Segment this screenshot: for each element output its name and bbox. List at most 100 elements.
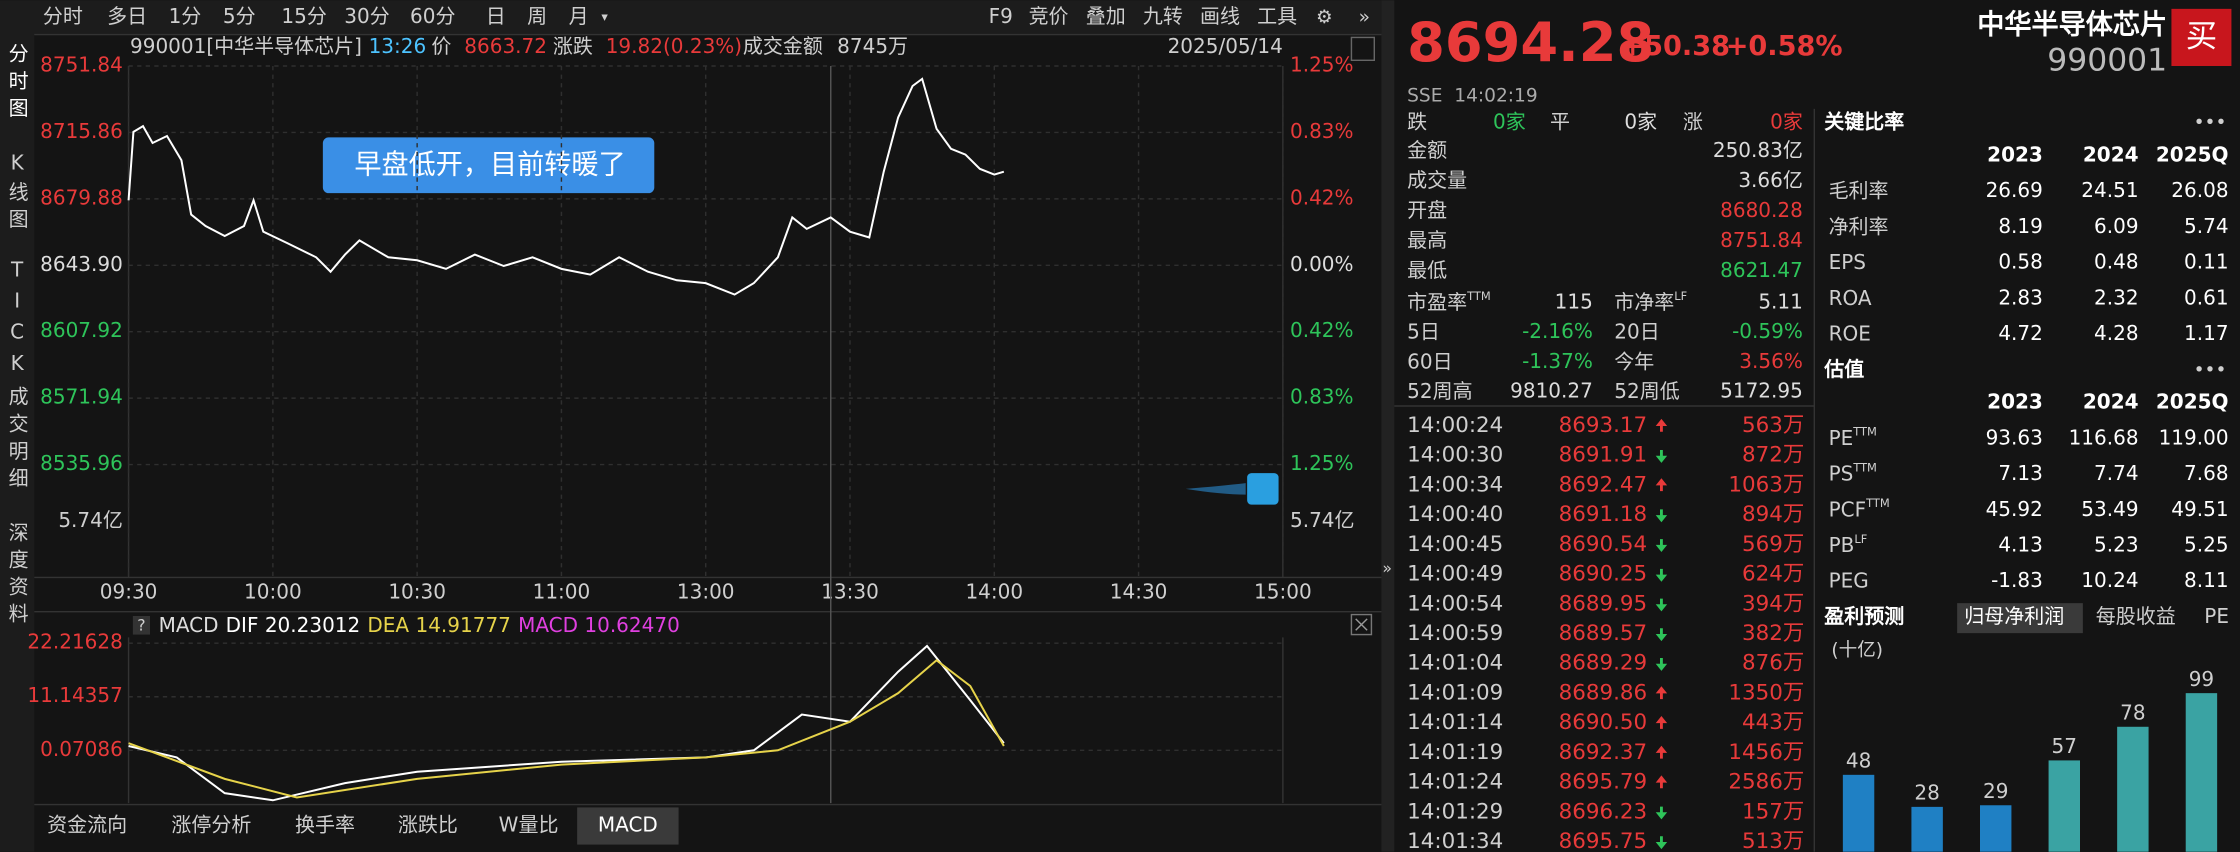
close-button[interactable] xyxy=(1350,613,1373,636)
ratio-label-sup: TTM xyxy=(1865,496,1890,510)
period-tab[interactable]: 5分 xyxy=(223,4,256,28)
period-tab[interactable]: 60分 xyxy=(410,4,455,28)
y-tick-label: 8643.90 xyxy=(40,252,123,276)
period-tab[interactable]: 月 xyxy=(569,4,589,28)
tool-button[interactable]: 叠加 xyxy=(1086,4,1126,28)
ratio-label: PEG xyxy=(1829,568,1869,592)
buy-button[interactable] xyxy=(2171,8,2232,66)
pct-tick-label: 0.00% xyxy=(1290,252,1354,276)
year-header: 2024 xyxy=(2083,390,2139,414)
info-change-label: 涨跌 xyxy=(553,34,593,58)
stat-label: 成交量 xyxy=(1407,168,1467,192)
tick-volume: 1350万 xyxy=(1728,680,1804,705)
forecast-label: 78 xyxy=(2120,700,2145,724)
stat-label-sup: LF xyxy=(1674,289,1687,303)
bottom-tab[interactable]: 涨跌比 xyxy=(398,813,458,837)
tool-button[interactable]: F9 xyxy=(989,4,1013,28)
info-code: 990001[中华半导体芯片] xyxy=(130,34,362,58)
forecast-tab[interactable]: 归母净利润 xyxy=(1964,604,2064,628)
wp-icon[interactable] xyxy=(1350,36,1375,61)
x-tick-label: 10:30 xyxy=(388,580,446,604)
tick-arrow xyxy=(1655,716,1668,729)
tick-arrow xyxy=(1655,418,1668,432)
ratio-value: 7.13 xyxy=(1998,461,2043,485)
tick-time: 14:01:09 xyxy=(1407,680,1503,705)
side-tab[interactable]: TICK xyxy=(5,257,29,382)
bottom-tab[interactable]: 资金流向 xyxy=(47,813,127,837)
ratio-label-text: PE xyxy=(1829,425,1854,449)
tick-arrow xyxy=(1655,686,1668,700)
dropdown-icon[interactable]: ▾ xyxy=(601,10,608,25)
info-time: 13:26 xyxy=(369,34,427,58)
tick-volume: 394万 xyxy=(1742,591,1804,616)
side-tab[interactable]: K线图 xyxy=(5,150,29,235)
side-tab[interactable]: 成交明细 xyxy=(5,386,29,495)
ratio-value: 2.32 xyxy=(2094,285,2139,309)
side-tab[interactable]: 分时图 xyxy=(5,43,29,125)
x-tick-label: 13:30 xyxy=(821,580,879,604)
ratio-value: 26.69 xyxy=(1986,178,2043,202)
tick-volume: 876万 xyxy=(1742,651,1804,676)
splitter[interactable] xyxy=(1381,0,1395,852)
info-amount: 8745万 xyxy=(837,34,908,58)
forecast-label: 99 xyxy=(2189,667,2214,691)
expand-icon[interactable]: » xyxy=(1382,558,1392,577)
stat-label-text: 52周低 xyxy=(1614,378,1679,402)
buy-label[interactable]: 买 xyxy=(2186,18,2217,54)
pct-tick-label: 1.25% xyxy=(1290,451,1354,475)
year-header: 2025Q xyxy=(2156,143,2229,167)
period-tab[interactable]: 日 xyxy=(486,4,506,28)
stat-label-text: 20日 xyxy=(1614,319,1659,343)
period-tab[interactable]: 15分 xyxy=(281,4,326,28)
exchange: SSE xyxy=(1407,86,1442,107)
info-price: 8663.72 xyxy=(464,34,547,58)
tool-button[interactable]: 竞价 xyxy=(1029,4,1069,28)
close-icon[interactable] xyxy=(1355,618,1368,631)
bottom-tab[interactable]: 换手率 xyxy=(295,813,355,837)
bottom-tab[interactable]: W量比 xyxy=(499,813,559,837)
more-tools[interactable]: » xyxy=(1359,7,1370,28)
y-tick-label: 8715.86 xyxy=(40,119,123,143)
period-tab[interactable]: 30分 xyxy=(344,4,389,28)
tick-time: 14:00:34 xyxy=(1407,472,1503,497)
macd-dea-label: DEA 14.91777 xyxy=(367,613,511,637)
period-tab[interactable]: 1分 xyxy=(169,4,202,28)
tick-price: 8689.95 xyxy=(1559,591,1648,616)
bottom-tab[interactable]: 涨停分析 xyxy=(171,813,251,837)
x-tick-label: 10:00 xyxy=(244,580,302,604)
more-icon[interactable]: ••• xyxy=(2194,113,2227,134)
x-tick-label: 15:00 xyxy=(1254,580,1312,604)
ratio-value: 7.68 xyxy=(2184,461,2229,485)
stat-value: 8751.84 xyxy=(1720,228,1803,252)
period-tab[interactable]: 周 xyxy=(527,4,547,28)
year-header: 2023 xyxy=(1987,143,2043,167)
stat-label: 最低 xyxy=(1407,258,1447,282)
quote-name: 中华半导体芯片 xyxy=(1977,9,2167,41)
stat-label: 5日 xyxy=(1407,319,1440,343)
year-header: 2024 xyxy=(2083,143,2139,167)
side-tab[interactable]: 深度资料 xyxy=(5,521,29,630)
ratio-label: ROA xyxy=(1829,285,1872,309)
more-icon[interactable]: ••• xyxy=(2194,360,2227,381)
period-tab[interactable]: 分时 xyxy=(43,4,83,28)
forecast-tab[interactable]: 每股收益 xyxy=(2096,604,2176,628)
bottom-tab[interactable]: MACD xyxy=(598,813,658,837)
tool-button[interactable]: 画线 xyxy=(1200,4,1240,28)
tick-volume: 1456万 xyxy=(1728,740,1804,765)
logo-swoosh xyxy=(1185,483,1246,495)
stat-value: -0.59% xyxy=(1732,319,1803,343)
tick-time: 14:01:34 xyxy=(1407,829,1503,852)
forecast-tab[interactable]: PE xyxy=(2204,604,2229,628)
quote-price: 8694.28 xyxy=(1407,11,1654,74)
tool-button[interactable]: 工具 xyxy=(1257,4,1297,28)
stat-label: 52周高 xyxy=(1407,378,1472,402)
tool-button[interactable]: 九转 xyxy=(1143,4,1183,28)
tick-arrow xyxy=(1655,598,1668,612)
gear-icon[interactable]: ⚙ xyxy=(1316,7,1333,28)
stat-label: 最高 xyxy=(1407,228,1447,252)
period-tab[interactable]: 多日 xyxy=(107,4,147,28)
tick-volume: 2586万 xyxy=(1728,770,1804,795)
ratio-value: 1.17 xyxy=(2184,321,2229,345)
year-header: 2025Q xyxy=(2156,390,2229,414)
forecast-bar xyxy=(1980,805,2012,852)
